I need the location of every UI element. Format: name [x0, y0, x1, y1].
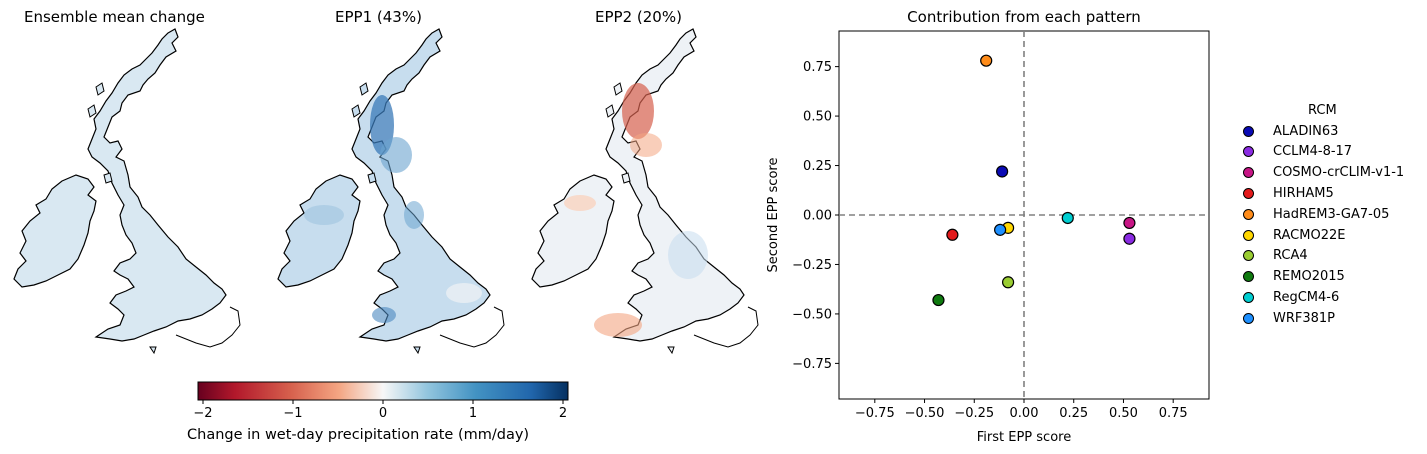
y-tick-label: 0.00 — [803, 209, 832, 224]
colorbar-tick-label: 1 — [468, 406, 478, 421]
colorbar-tick-label: −2 — [193, 406, 213, 421]
legend-marker — [1243, 146, 1254, 158]
y-tick-label: 0.75 — [803, 60, 832, 75]
legend-marker — [1243, 167, 1254, 179]
x-tick-label: 0.25 — [1059, 406, 1088, 421]
data-point-wrf381p — [994, 223, 1007, 236]
data-point-rca4 — [1001, 276, 1015, 289]
legend-label: HadREM3-GA7-05 — [1273, 206, 1390, 222]
y-axis-label: Second EPP score — [766, 158, 781, 273]
legend-label: CCLM4-8-17 — [1273, 144, 1353, 160]
y-tick-label: −0.25 — [792, 258, 832, 273]
legend-item: RCA4 — [1243, 247, 1308, 265]
legend-marker — [1243, 312, 1254, 324]
x-tick-label: −0.75 — [855, 406, 895, 421]
colorbar — [197, 381, 569, 404]
colorbar-tick-label: 2 — [558, 406, 568, 421]
data-point-cclm4-8-17 — [1123, 232, 1136, 245]
chart-title: Contribution from each pattern — [907, 8, 1141, 26]
colorbar-ticks — [202, 400, 564, 404]
legend-label: COSMO-crCLIM-v1-1 — [1273, 165, 1405, 181]
legend-label: ALADIN63 — [1273, 123, 1339, 139]
legend-item: ALADIN63 — [1243, 122, 1338, 140]
map-title-epp2: EPP2 (20%) — [595, 8, 682, 26]
map-title-ensemble: Ensemble mean change — [24, 8, 205, 26]
legend-marker — [1243, 291, 1254, 303]
legend-item: RegCM4-6 — [1243, 288, 1339, 306]
data-point-regcm4-6 — [1061, 211, 1074, 225]
legend-label: RACMO22E — [1273, 227, 1346, 243]
legend-label: RegCM4-6 — [1273, 289, 1340, 305]
legend-label: REMO2015 — [1273, 269, 1345, 285]
data-points — [932, 54, 1136, 307]
legend-marker — [1243, 125, 1254, 137]
legend-item: HadREM3-GA7-05 — [1243, 205, 1389, 223]
legend-label: WRF381P — [1273, 310, 1336, 326]
x-tick-label: 0.75 — [1159, 406, 1188, 421]
legend-label: HIRHAM5 — [1273, 185, 1334, 201]
data-point-remo2015 — [932, 293, 945, 307]
axis-ticks: −0.75 −0.50 −0.25 0.00 0.25 0.50 0.75 −0.75 −0.5… — [792, 60, 1188, 421]
data-point-hirham5 — [946, 228, 959, 241]
x-tick-label: −0.50 — [905, 406, 945, 421]
y-tick-label: 0.50 — [803, 110, 832, 125]
legend-marker — [1243, 187, 1254, 199]
scatter-chart: Contribution from each pattern −0.75 −0.5… — [766, 8, 1210, 445]
legend-item: WRF381P — [1243, 309, 1335, 327]
colorbar-label: Change in wet-day precipitation rate (mm… — [187, 427, 530, 443]
legend-item: RACMO22E — [1243, 226, 1345, 244]
map-epp2 — [531, 28, 759, 354]
y-tick-label: −0.75 — [792, 357, 832, 372]
y-tick-label: 0.25 — [803, 159, 832, 174]
legend-marker — [1243, 271, 1254, 283]
x-tick-label: −0.25 — [954, 406, 994, 421]
colorbar-tick-label: −1 — [283, 406, 303, 421]
data-point-aladin63 — [996, 165, 1009, 178]
x-axis-label: First EPP score — [977, 430, 1071, 445]
x-tick-label: 0.00 — [1010, 406, 1039, 421]
y-tick-label: −0.50 — [792, 307, 832, 322]
x-tick-label: 0.50 — [1109, 406, 1138, 421]
legend-marker — [1243, 229, 1254, 241]
legend-title: RCM — [1308, 103, 1337, 118]
legend-marker — [1243, 250, 1254, 262]
map-title-epp1: EPP1 (43%) — [335, 8, 422, 26]
map-ensemble — [13, 28, 241, 354]
reference-lines — [839, 31, 1209, 399]
map-epp1 — [277, 28, 505, 354]
legend-item: CCLM4-8-17 — [1243, 143, 1352, 161]
data-point-cosmo-crclim-v1-1 — [1123, 216, 1136, 230]
legend-item: COSMO-crCLIM-v1-1 — [1243, 164, 1404, 182]
legend-item: REMO2015 — [1243, 268, 1345, 286]
legend-marker — [1243, 208, 1254, 220]
legend-item: HIRHAM5 — [1243, 184, 1334, 202]
legend-label: RCA4 — [1273, 248, 1308, 264]
maps-svg — [13, 28, 759, 354]
data-point-hadrem3-ga7-05 — [980, 54, 993, 67]
colorbar-tick-label: 0 — [378, 406, 388, 421]
